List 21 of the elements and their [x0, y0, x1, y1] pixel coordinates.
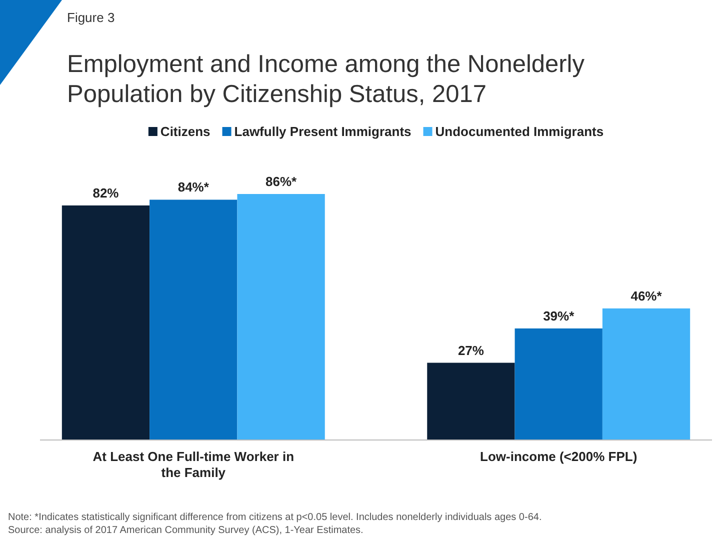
legend-label: Citizens: [160, 124, 210, 139]
legend-label: Undocumented Immigrants: [435, 124, 604, 139]
data-label: 82%: [92, 185, 120, 200]
bar: [62, 205, 150, 440]
data-label: 84%*: [178, 180, 210, 195]
caption: Figure 3: [67, 10, 115, 25]
bar: [237, 194, 325, 440]
data-label: 27%: [458, 342, 484, 358]
x-tick-label: At Least One Full-time Worker in the Family: [92, 449, 294, 480]
data-label: 46%*: [630, 288, 663, 304]
text: Note: *Indicates statistically significant difference from citizens at p<0.05 level. Includes nonelderly individuals ages 0-64.: [8, 512, 542, 523]
bar: [427, 362, 515, 440]
bar: [514, 328, 602, 440]
chart-title: Employment and Income among the Nonelderly Population by Citizenship Status, 2017: [67, 51, 586, 108]
bar: [602, 308, 690, 440]
data-label: 86%*: [266, 174, 298, 189]
legend-label: Lawfully Present Immigrants: [234, 124, 412, 139]
x-tick-label: Low-income (<200% FPL): [480, 449, 638, 464]
bar: [150, 200, 238, 440]
data-label: 39%*: [543, 308, 576, 324]
source-note: Source: analysis of 2017 American Community Survey (ACS), 1-Year Estimates.: [8, 525, 364, 536]
